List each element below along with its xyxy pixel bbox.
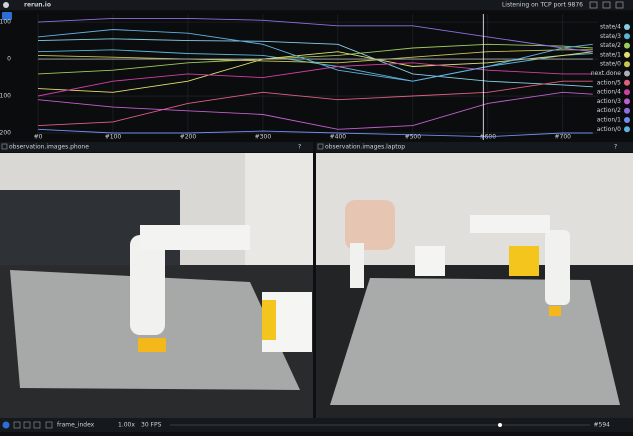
- phone-image: [0, 153, 313, 418]
- fps[interactable]: 30 FPS: [141, 422, 162, 429]
- legend-label: action/4: [597, 89, 621, 96]
- y-tick-label: 100: [0, 19, 11, 26]
- logo[interactable]: [3, 2, 9, 8]
- legend-swatch: [624, 107, 630, 114]
- timeline-name[interactable]: frame_index: [57, 422, 95, 429]
- series-line: [37, 17, 593, 53]
- legend-swatch: [624, 98, 630, 105]
- app-title: rerun.io: [24, 2, 51, 9]
- legend-label: action/5: [597, 79, 621, 86]
- panel-toggle[interactable]: [589, 1, 598, 9]
- panel-toggle[interactable]: [615, 1, 624, 9]
- series-line: [37, 43, 593, 75]
- legend-swatch: [624, 33, 630, 40]
- step-forward-button[interactable]: [33, 421, 41, 429]
- legend-swatch: [624, 24, 630, 30]
- help-icon[interactable]: ?: [298, 144, 301, 151]
- panel-title: observation.images.phone: [9, 144, 89, 151]
- top-bar: [0, 0, 633, 10]
- series-line: [37, 62, 593, 97]
- x-tick-label: #0: [34, 134, 43, 141]
- x-tick-label: #200: [180, 134, 197, 141]
- panel-header: [0, 142, 313, 152]
- legend-label: next.done: [591, 70, 621, 77]
- view-icon: [317, 143, 324, 150]
- panel-header: [316, 142, 633, 152]
- panel-title: observation.images.laptop: [325, 144, 405, 151]
- legend-label: state/1: [600, 51, 621, 58]
- series-line: [37, 38, 593, 88]
- x-tick-label: #300: [255, 134, 272, 141]
- panel-toggle[interactable]: [602, 1, 611, 9]
- panel-badge[interactable]: [2, 12, 12, 20]
- laptop-image: [316, 153, 633, 418]
- status: Listening on TCP port 9876: [502, 2, 583, 9]
- legend-swatch: [624, 79, 630, 86]
- x-tick-label: #100: [105, 134, 122, 141]
- legend-label: action/0: [597, 126, 621, 133]
- frame-number: #594: [594, 422, 611, 429]
- y-tick-label: -100: [0, 93, 11, 100]
- play-button[interactable]: [2, 421, 10, 429]
- legend-label: state/4: [600, 24, 621, 31]
- legend-swatch: [624, 61, 630, 68]
- step-back-button[interactable]: [23, 421, 31, 429]
- legend-swatch: [624, 117, 630, 123]
- legend-swatch: [624, 51, 630, 58]
- legend-swatch: [624, 126, 630, 133]
- plot: 1000-100-200#0#100#200#300#400#500#600#7…: [0, 14, 630, 141]
- series-line: [37, 51, 593, 93]
- legend-swatch: [624, 42, 630, 49]
- view-icon: [1, 143, 8, 150]
- legend-label: action/1: [597, 117, 621, 124]
- legend-swatch: [624, 89, 630, 96]
- series-line: [37, 80, 593, 127]
- y-tick-label: -200: [0, 129, 11, 136]
- series-line: [37, 128, 593, 138]
- legend-label: state/3: [600, 33, 621, 40]
- speed[interactable]: 1.00x: [118, 422, 135, 429]
- series-line: [37, 29, 593, 82]
- legend-label: action/2: [597, 107, 621, 114]
- y-tick-label: 0: [7, 56, 11, 63]
- legend-swatch: [624, 70, 630, 77]
- timeline-scrubber[interactable]: [498, 423, 502, 427]
- legend-label: action/3: [597, 98, 621, 105]
- loop-button[interactable]: [45, 421, 53, 429]
- help-icon[interactable]: ?: [614, 144, 617, 151]
- legend-label: state/0: [600, 61, 621, 68]
- x-tick-label: #500: [405, 134, 422, 141]
- series-line: [37, 91, 593, 130]
- x-tick-label: #700: [555, 134, 572, 141]
- x-tick-label: #400: [330, 134, 347, 141]
- legend-label: state/2: [600, 42, 621, 49]
- plot-panel: [0, 11, 633, 142]
- pause-button[interactable]: [13, 421, 21, 429]
- series-line: [37, 49, 593, 64]
